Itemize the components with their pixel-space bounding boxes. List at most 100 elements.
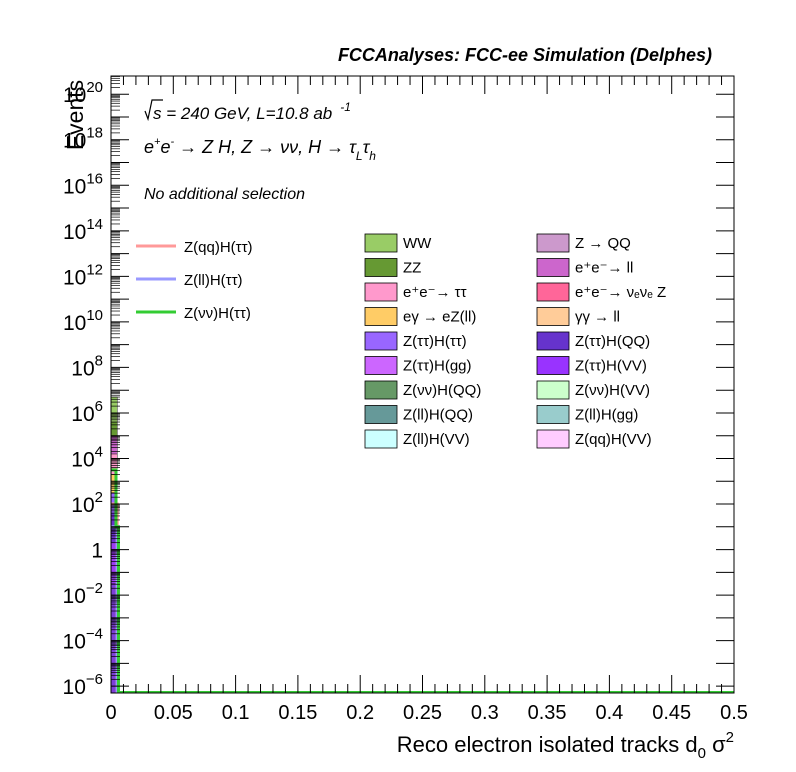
sqrt-s-var: s	[153, 104, 162, 123]
legend-fill-label: eγ → eZ(ll)	[403, 309, 476, 326]
legend-lines: Z(qq)H(ττ) Z(ll)H(ττ) Z(νν)H(ττ)	[136, 239, 253, 322]
y-tick-label: 1014	[63, 216, 103, 244]
y-tick-label: 1020	[63, 79, 103, 107]
y-tick-label: 108	[71, 352, 103, 380]
y-tick-label: 1012	[63, 261, 103, 289]
legend-fill-swatch	[536, 405, 570, 424]
y-tick-exponent: −4	[86, 626, 103, 643]
x-tick-label: 0.2	[346, 702, 374, 724]
legend-fill-label: e⁺e⁻→ νₑνₑ Z	[575, 284, 666, 301]
x-tick-label: 0.3	[471, 702, 499, 724]
legend-fill-swatch	[364, 233, 398, 253]
y-tick-exponent: 12	[86, 261, 103, 278]
legend-fill-label: e⁺e⁻→ ττ	[403, 284, 467, 301]
y-tick-label: 1010	[63, 307, 103, 335]
y-tick-exponent: 6	[95, 398, 103, 415]
legend-fill-label: e⁺e⁻→ ll	[575, 260, 633, 277]
sqrt-symbol	[144, 99, 163, 122]
y-tick-label: 106	[71, 398, 103, 426]
y-tick-base: 10	[63, 221, 86, 244]
legend-fill-swatch	[536, 380, 570, 400]
x-tick-label: 0.15	[278, 702, 317, 724]
y-tick-label: 1	[91, 540, 103, 563]
y-tick-base: 10	[71, 448, 94, 471]
x-tick-label: 0.5	[720, 702, 748, 724]
legend-fill-swatch	[536, 356, 570, 375]
energy-lumi-label: s = 240 GeV, L=10.8 ab -1	[153, 100, 351, 123]
legend-fill-label: Z(ll)H(VV)	[403, 431, 470, 448]
y-tick-exponent: 14	[86, 216, 103, 233]
y-tick-base: 10	[63, 631, 86, 654]
legend-fills: WW ZZ e⁺e⁻→ ττ eγ → eZ(ll) Z(ττ)H(ττ) Z(ττ)H(…	[364, 233, 666, 449]
legend-fill-swatch	[536, 307, 570, 326]
y-tick-exponent: 20	[86, 79, 103, 96]
y-axis: 102010181016101410121010108106104102110−…	[63, 76, 734, 699]
process-e1: e	[144, 137, 154, 157]
legend-fill-label: Z(ττ)H(VV)	[575, 358, 647, 375]
lumi-exponent: -1	[340, 100, 351, 114]
y-tick-exponent: 2	[95, 489, 103, 506]
legend-fill-label: Z(ll)H(QQ)	[403, 407, 473, 424]
y-tick-base: 10	[71, 494, 94, 517]
process-e2: e	[160, 137, 170, 157]
y-tick-base: 1	[91, 540, 103, 563]
y-axis-title: Events	[62, 80, 88, 150]
annotation-block: s = 240 GeV, L=10.8 ab -1 e+e- → Z H, Z →…	[144, 99, 376, 203]
x-tick-label: 0.4	[595, 702, 623, 724]
y-tick-base: 10	[63, 312, 86, 335]
y-tick-exponent: 16	[86, 170, 103, 187]
y-tick-exponent: −2	[86, 580, 103, 597]
legend-fill-swatch	[536, 429, 570, 449]
y-tick-label: 10−4	[63, 626, 103, 654]
legend-fill-swatch	[364, 282, 398, 302]
y-tick-label: 1016	[63, 170, 103, 198]
y-tick-exponent: 18	[86, 125, 103, 142]
legend-fill-label: Z(ll)H(gg)	[575, 407, 638, 424]
legend-fill-swatch	[364, 258, 398, 277]
y-tick-base: 10	[63, 676, 86, 699]
y-tick-base: 10	[63, 84, 86, 107]
legend-fill-swatch	[364, 380, 398, 400]
y-tick-label: 102	[71, 489, 103, 517]
legend-fill-swatch	[536, 331, 570, 351]
legend-fill-swatch	[536, 233, 570, 253]
y-tick-base: 10	[63, 266, 86, 289]
plot-header-title: FCCAnalyses: FCC-ee Simulation (Delphes)	[338, 45, 712, 65]
x-axis: 0 0.05 0.1 0.15 0.2 0.25 0.3 0.35 0.4 0.45 0.5	[105, 76, 748, 724]
y-tick-exponent: 10	[86, 307, 103, 324]
process-tau2: τ	[363, 137, 371, 157]
legend-fill-swatch	[364, 331, 398, 351]
process-label: e+e- → Z H, Z → νν, H → τLτh	[144, 136, 376, 163]
legend-fill-swatch	[364, 307, 398, 326]
selection-label: No additional selection	[144, 186, 305, 203]
x-tick-label: 0.1	[222, 702, 250, 724]
process-minus: -	[170, 136, 174, 148]
y-tick-exponent: 8	[95, 352, 103, 369]
y-tick-label: 104	[71, 443, 103, 471]
y-tick-base: 10	[71, 357, 94, 380]
legend-fill-label: Z(νν)H(VV)	[575, 382, 650, 399]
y-tick-label: 10−6	[63, 671, 103, 699]
legend-fill-label: Z → QQ	[575, 235, 631, 252]
legend-fill-label: Z(ττ)H(ττ)	[403, 333, 467, 350]
process-plus: +	[154, 136, 161, 148]
y-tick-label: 10−2	[63, 580, 103, 608]
legend-fill-label: WW	[403, 235, 432, 252]
y-tick-base: 10	[63, 585, 86, 608]
process-sub-l: L	[356, 149, 363, 163]
x-tick-label: 0	[105, 702, 116, 724]
y-tick-exponent: −6	[86, 671, 103, 688]
legend-fill-swatch	[536, 282, 570, 302]
legend-line-label: Z(qq)H(ττ)	[184, 239, 253, 256]
legend-fill-swatch	[536, 258, 570, 277]
legend-fill-label: ZZ	[403, 260, 421, 277]
y-tick-label: 1018	[63, 125, 103, 153]
y-tick-base: 10	[63, 175, 86, 198]
x-axis-title: Reco electron isolated tracks d0 σ2	[397, 729, 734, 762]
x-axis-title-main: Reco electron isolated tracks d	[397, 732, 698, 757]
legend-fill-swatch	[364, 405, 398, 424]
x-tick-label: 0.25	[403, 702, 442, 724]
x-axis-title-tail: σ	[706, 732, 726, 757]
legend-fill-swatch	[364, 429, 398, 449]
legend-line-label: Z(νν)H(ττ)	[184, 305, 251, 322]
